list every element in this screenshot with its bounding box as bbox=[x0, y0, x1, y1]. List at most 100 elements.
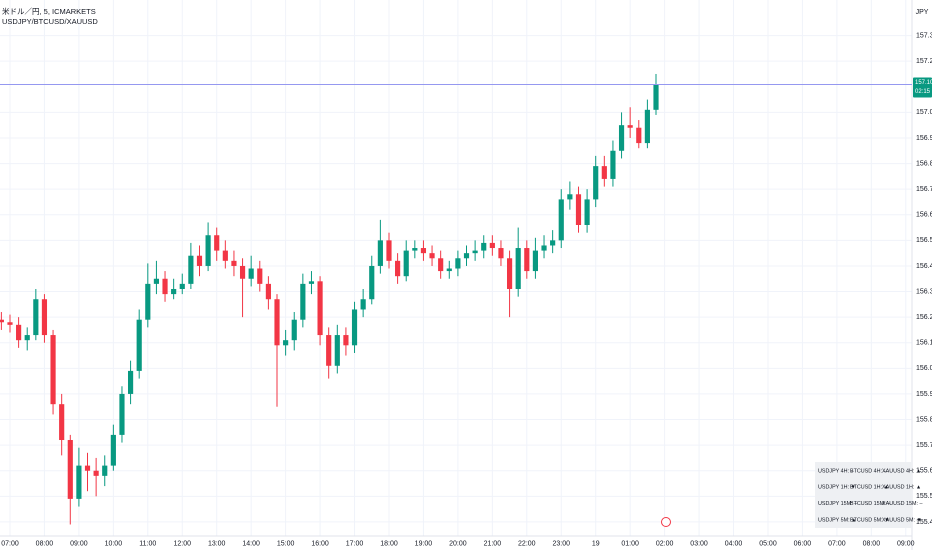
candle-body bbox=[644, 109, 650, 144]
event-marker[interactable] bbox=[661, 517, 671, 527]
candle-body bbox=[575, 194, 582, 225]
candle-body bbox=[110, 434, 116, 466]
candle-body bbox=[153, 278, 160, 284]
candle-body bbox=[188, 255, 194, 284]
candle-body bbox=[171, 288, 177, 295]
x-tick-label: 10:00 bbox=[105, 540, 123, 547]
panel-cell: BTCUSD 1H: ▲ bbox=[850, 485, 889, 491]
candle-body bbox=[222, 250, 228, 261]
candle-body bbox=[429, 253, 435, 259]
chart-title: 米ドル／円, 5, ICMARKETS bbox=[2, 6, 96, 16]
y-tick-label: 155.700 bbox=[916, 442, 932, 449]
candle-body bbox=[395, 260, 401, 277]
candle-body bbox=[248, 268, 254, 279]
x-tick-label: 03:00 bbox=[690, 540, 708, 547]
countdown-label: 02:15 bbox=[915, 89, 931, 95]
x-tick-label: 04:00 bbox=[725, 540, 743, 547]
panel-cell: BTCUSD 5M: ▼ bbox=[850, 517, 889, 523]
y-tick-label: 156.500 bbox=[916, 237, 932, 244]
y-tick-label: 155.900 bbox=[916, 391, 932, 398]
candle-body bbox=[438, 258, 444, 272]
candle-body bbox=[455, 258, 461, 269]
candle-body bbox=[33, 299, 39, 336]
x-tick-label: 15:00 bbox=[277, 540, 295, 547]
panel-cell: USDJPY 5M: ▲ bbox=[818, 517, 857, 523]
y-tick-label: 156.000 bbox=[916, 365, 932, 372]
x-tick-label: 22:00 bbox=[518, 540, 536, 547]
panel-background bbox=[815, 462, 912, 528]
panel-cell: XAUUSD 4H: ▲ bbox=[882, 468, 921, 474]
x-tick-label: 17:00 bbox=[346, 540, 364, 547]
candle-body bbox=[326, 335, 332, 366]
candle-body bbox=[127, 370, 134, 394]
candle-body bbox=[59, 404, 65, 441]
panel-cell: USDJPY 4H: – bbox=[818, 468, 854, 474]
candle-body bbox=[196, 255, 203, 266]
panel-cell: USDJPY 15M: – bbox=[818, 501, 857, 507]
y-tick-label: 155.400 bbox=[916, 519, 932, 526]
x-tick-label: 23:00 bbox=[552, 540, 570, 547]
candle-body bbox=[231, 260, 237, 266]
y-tick-label: 155.800 bbox=[916, 416, 932, 423]
candle-body bbox=[179, 283, 185, 289]
chart-subtitle: USDJPY/BTCUSD/XAUUSD bbox=[2, 17, 98, 26]
candle-body bbox=[489, 242, 495, 249]
x-tick-label: 02:00 bbox=[656, 540, 674, 547]
panel-cell: BTCUSD 4H: – bbox=[850, 468, 887, 474]
candle-body bbox=[76, 465, 82, 499]
currency-label[interactable]: JPY bbox=[916, 9, 929, 16]
x-tick-label: 19:00 bbox=[415, 540, 433, 547]
candle-body bbox=[16, 324, 22, 341]
y-tick-label: 157.000 bbox=[916, 109, 932, 116]
candle-body bbox=[498, 248, 504, 259]
x-tick-label: 18:00 bbox=[380, 540, 398, 547]
candle-body bbox=[593, 166, 599, 200]
candle-body bbox=[506, 258, 513, 289]
candle-body bbox=[102, 465, 108, 476]
candle-body bbox=[463, 253, 470, 259]
candle-body bbox=[351, 309, 358, 346]
y-tick-label: 156.400 bbox=[916, 263, 932, 270]
candle-body bbox=[283, 340, 289, 346]
candle-body bbox=[636, 127, 642, 144]
candle-body bbox=[300, 283, 306, 320]
candle-body bbox=[24, 335, 30, 341]
candle-body bbox=[567, 194, 573, 200]
candle-body bbox=[274, 299, 280, 346]
x-tick-label: 09:00 bbox=[897, 540, 915, 547]
candle-body bbox=[541, 245, 547, 251]
candle-body bbox=[412, 248, 418, 251]
y-tick-label: 156.600 bbox=[916, 212, 932, 219]
candle-body bbox=[119, 393, 125, 435]
candle-body bbox=[84, 465, 91, 471]
candle-body bbox=[618, 125, 625, 151]
candle-body bbox=[610, 150, 616, 179]
candle-body bbox=[472, 250, 478, 254]
candle-body bbox=[308, 281, 315, 284]
candle-body bbox=[653, 84, 659, 110]
candle-body bbox=[343, 335, 349, 346]
candle-body bbox=[41, 299, 48, 336]
x-tick-label: 07:00 bbox=[828, 540, 846, 547]
x-tick-label: 13:00 bbox=[208, 540, 226, 547]
candle-body bbox=[550, 240, 556, 246]
x-tick-label: 08:00 bbox=[863, 540, 881, 547]
panel-cell: XAUUSD 1H: ▲ bbox=[882, 485, 921, 491]
y-tick-label: 156.300 bbox=[916, 288, 932, 295]
y-tick-label: 157.200 bbox=[916, 58, 932, 65]
x-tick-label: 06:00 bbox=[794, 540, 812, 547]
candle-body bbox=[627, 125, 633, 128]
panel-cell: USDJPY 1H: ▼ bbox=[818, 485, 856, 491]
last-price-badge bbox=[913, 77, 932, 98]
candle-body bbox=[265, 283, 271, 300]
candle-body bbox=[214, 235, 220, 251]
candle-body bbox=[446, 268, 452, 272]
candle-body bbox=[558, 199, 564, 241]
last-price-label: 157.109 bbox=[915, 80, 932, 86]
candle-body bbox=[93, 470, 99, 476]
candle-body bbox=[515, 248, 521, 289]
candle-body bbox=[291, 319, 297, 341]
y-tick-label: 155.500 bbox=[916, 493, 932, 500]
